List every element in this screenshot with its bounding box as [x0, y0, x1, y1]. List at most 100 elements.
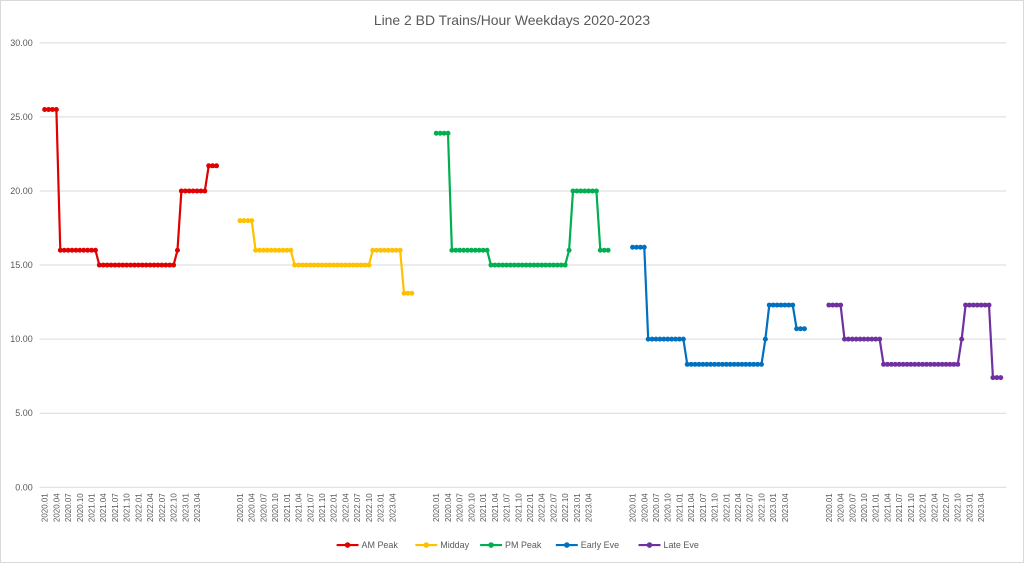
- data-point: [468, 247, 474, 253]
- data-point: [69, 247, 75, 253]
- data-point: [712, 361, 718, 367]
- data-point: [657, 336, 663, 342]
- x-tick-label: 2022.04: [538, 493, 547, 522]
- data-point: [649, 336, 655, 342]
- x-tick-label: 2020.04: [52, 493, 61, 522]
- data-point: [237, 218, 243, 224]
- data-point: [276, 247, 282, 253]
- data-point: [696, 361, 702, 367]
- data-point: [253, 247, 259, 253]
- data-point: [605, 247, 611, 253]
- data-point: [496, 262, 502, 268]
- data-point: [857, 336, 863, 342]
- data-point: [665, 336, 671, 342]
- data-point: [507, 262, 513, 268]
- x-tick-label: 2021.07: [895, 493, 904, 522]
- data-point: [382, 247, 387, 253]
- x-tick-label: 2021.10: [123, 493, 132, 522]
- data-point: [904, 361, 910, 367]
- data-point: [194, 188, 200, 194]
- data-point: [688, 361, 694, 367]
- data-point: [433, 130, 439, 136]
- data-point: [206, 163, 212, 169]
- legend-item: PM Peak: [480, 540, 542, 550]
- y-tick-label: 20.00: [10, 186, 32, 196]
- x-tick-label: 2020.04: [248, 493, 257, 522]
- data-point: [112, 262, 118, 268]
- data-point: [633, 244, 639, 250]
- data-point: [292, 262, 298, 268]
- x-tick-label: 2021.04: [99, 493, 108, 522]
- data-point: [260, 247, 266, 253]
- data-point: [488, 262, 494, 268]
- x-tick-label: 2021.01: [283, 493, 292, 522]
- data-point: [241, 218, 247, 224]
- data-point: [951, 361, 957, 367]
- data-point: [85, 247, 91, 253]
- x-tick-label: 2021.01: [675, 493, 684, 522]
- data-point: [582, 188, 588, 194]
- data-point: [669, 336, 675, 342]
- series-lines: [42, 107, 1004, 381]
- data-point: [881, 361, 887, 367]
- series-am-peak: [42, 107, 220, 268]
- data-point: [853, 336, 859, 342]
- legend-swatch-marker: [488, 542, 494, 548]
- data-point: [970, 302, 976, 308]
- data-point: [303, 262, 309, 268]
- data-point: [504, 262, 510, 268]
- data-point: [397, 247, 403, 253]
- x-tick-label: 2020.07: [64, 493, 73, 522]
- data-point: [104, 262, 110, 268]
- x-tick-label: 2020.07: [848, 493, 857, 522]
- x-tick-label: 2022.10: [561, 493, 570, 522]
- data-point: [393, 247, 399, 253]
- data-point: [782, 302, 788, 308]
- data-point: [849, 336, 855, 342]
- x-tick-label: 2020.10: [467, 493, 476, 522]
- data-point: [966, 302, 972, 308]
- data-point: [484, 247, 490, 253]
- data-point: [998, 375, 1004, 381]
- data-point: [249, 218, 255, 224]
- data-point: [873, 336, 879, 342]
- data-point: [143, 262, 149, 268]
- data-point: [214, 163, 220, 169]
- x-tick-label: 2020.10: [860, 493, 869, 522]
- data-point: [562, 262, 568, 268]
- series-line: [239, 219, 412, 295]
- data-point: [630, 244, 636, 250]
- x-tick-label: 2020.07: [456, 493, 465, 522]
- data-point: [461, 247, 467, 253]
- data-point: [994, 375, 1000, 381]
- x-tick-label: 2022.07: [353, 493, 362, 522]
- x-tick-label: 2021.04: [295, 493, 304, 522]
- data-point: [547, 262, 553, 268]
- data-point: [100, 262, 106, 268]
- x-tick-label: 2020.01: [41, 493, 50, 522]
- data-point: [128, 262, 134, 268]
- data-point: [299, 262, 305, 268]
- x-tick-label: 2020.10: [271, 493, 280, 522]
- data-point: [842, 336, 847, 342]
- data-point: [566, 247, 572, 253]
- data-point: [339, 262, 345, 268]
- data-point: [280, 247, 286, 253]
- data-point: [924, 361, 930, 367]
- data-point: [342, 262, 348, 268]
- x-tick-label: 2023.01: [181, 493, 190, 522]
- data-point: [727, 361, 733, 367]
- x-tick-label: 2021.04: [687, 493, 696, 522]
- data-point: [731, 361, 737, 367]
- data-point: [986, 302, 992, 308]
- y-tick-label: 10.00: [10, 334, 32, 344]
- data-point: [362, 262, 368, 268]
- x-tick-label: 2022.04: [341, 493, 350, 522]
- x-tick-label: 2021.10: [711, 493, 720, 522]
- data-point: [346, 262, 352, 268]
- data-point: [405, 290, 411, 296]
- data-point: [896, 361, 902, 367]
- data-point: [700, 361, 706, 367]
- x-tick-label: 2020.01: [236, 493, 245, 522]
- x-tick-label: 2023.01: [377, 493, 386, 522]
